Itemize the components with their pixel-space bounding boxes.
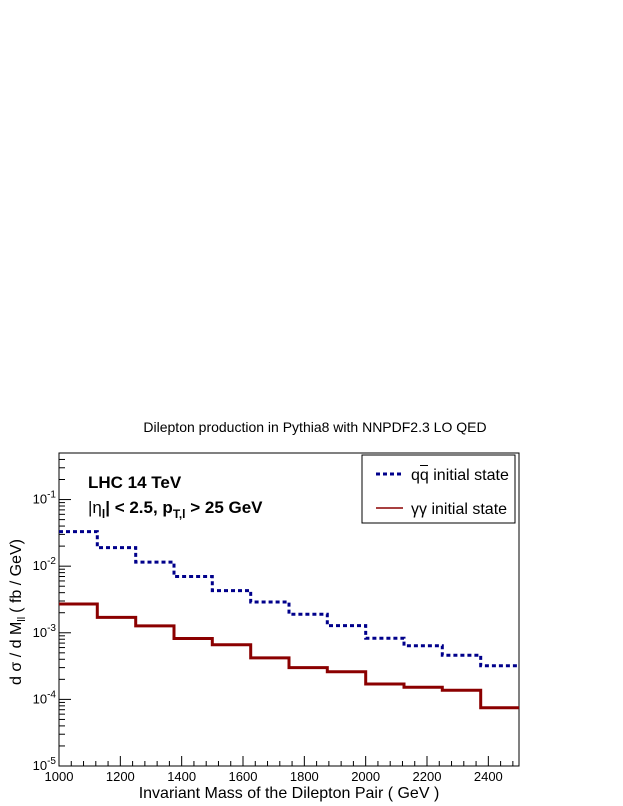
y-axis-title-sub: ll xyxy=(16,617,28,622)
legend-label-gammagamma-main: γγ xyxy=(411,501,427,518)
x-tick-label: 1400 xyxy=(167,769,196,784)
y-tick-label: 10-1 xyxy=(33,490,57,507)
annotation-pt-rest: > 25 GeV xyxy=(185,498,263,517)
legend-label-qqbar: qq initial state xyxy=(411,467,509,484)
y-axis-title-main: d σ / d M xyxy=(8,622,25,685)
legend-label-gammagamma-suffix: initial state xyxy=(427,501,507,518)
legend-label-qqbar-main: qq xyxy=(411,467,429,484)
annotation-pt-sub: T,l xyxy=(173,507,186,521)
series-layer xyxy=(59,530,519,710)
annotation-eta-rest: | < 2.5, p xyxy=(105,498,173,517)
x-tick-label: 1200 xyxy=(106,769,135,784)
legend-box xyxy=(361,454,516,524)
x-tick-label: 2000 xyxy=(351,769,380,784)
y-tick-label: 10-3 xyxy=(33,623,57,640)
annotation-eta: |η xyxy=(88,498,102,517)
y-axis-title-unit: ( fb / GeV) xyxy=(8,539,25,613)
x-axis-ticks: 1000 1200 1400 1600 1800 2000 2200 2400 xyxy=(45,756,514,784)
y-tick-label: 10-5 xyxy=(33,756,57,773)
legend-label-gammagamma: γγ initial state xyxy=(411,501,507,518)
legend: qq initial state γγ initial state xyxy=(361,454,516,524)
series-qqbar-line xyxy=(59,530,519,668)
series-gammagamma-line xyxy=(59,602,519,710)
annotation-energy: LHC 14 TeV xyxy=(88,473,182,492)
legend-label-qqbar-suffix: initial state xyxy=(429,467,509,484)
x-tick-label: 1600 xyxy=(229,769,258,784)
y-axis-ticks: 10-5 10-4 10-3 10-2 10-1 xyxy=(33,452,71,773)
x-tick-label: 2200 xyxy=(413,769,442,784)
x-tick-label: 2400 xyxy=(474,769,503,784)
plot-frame xyxy=(58,452,520,767)
chart-title: Dilepton production in Pythia8 with NNPD… xyxy=(143,419,486,435)
y-axis-title: d σ / d Mll ( fb / GeV) xyxy=(8,539,28,685)
annotation: LHC 14 TeV |ηl| < 2.5, pT,l > 25 GeV xyxy=(88,473,263,521)
x-tick-label: 1000 xyxy=(45,769,74,784)
annotation-cuts: |ηl| < 2.5, pT,l > 25 GeV xyxy=(88,498,263,521)
x-axis-title: Invariant Mass of the Dilepton Pair ( Ge… xyxy=(139,785,440,802)
y-tick-label: 10-2 xyxy=(33,556,57,573)
x-tick-label: 1800 xyxy=(290,769,319,784)
annotation-eta-sub: l xyxy=(102,507,105,521)
y-tick-label: 10-4 xyxy=(33,689,57,706)
